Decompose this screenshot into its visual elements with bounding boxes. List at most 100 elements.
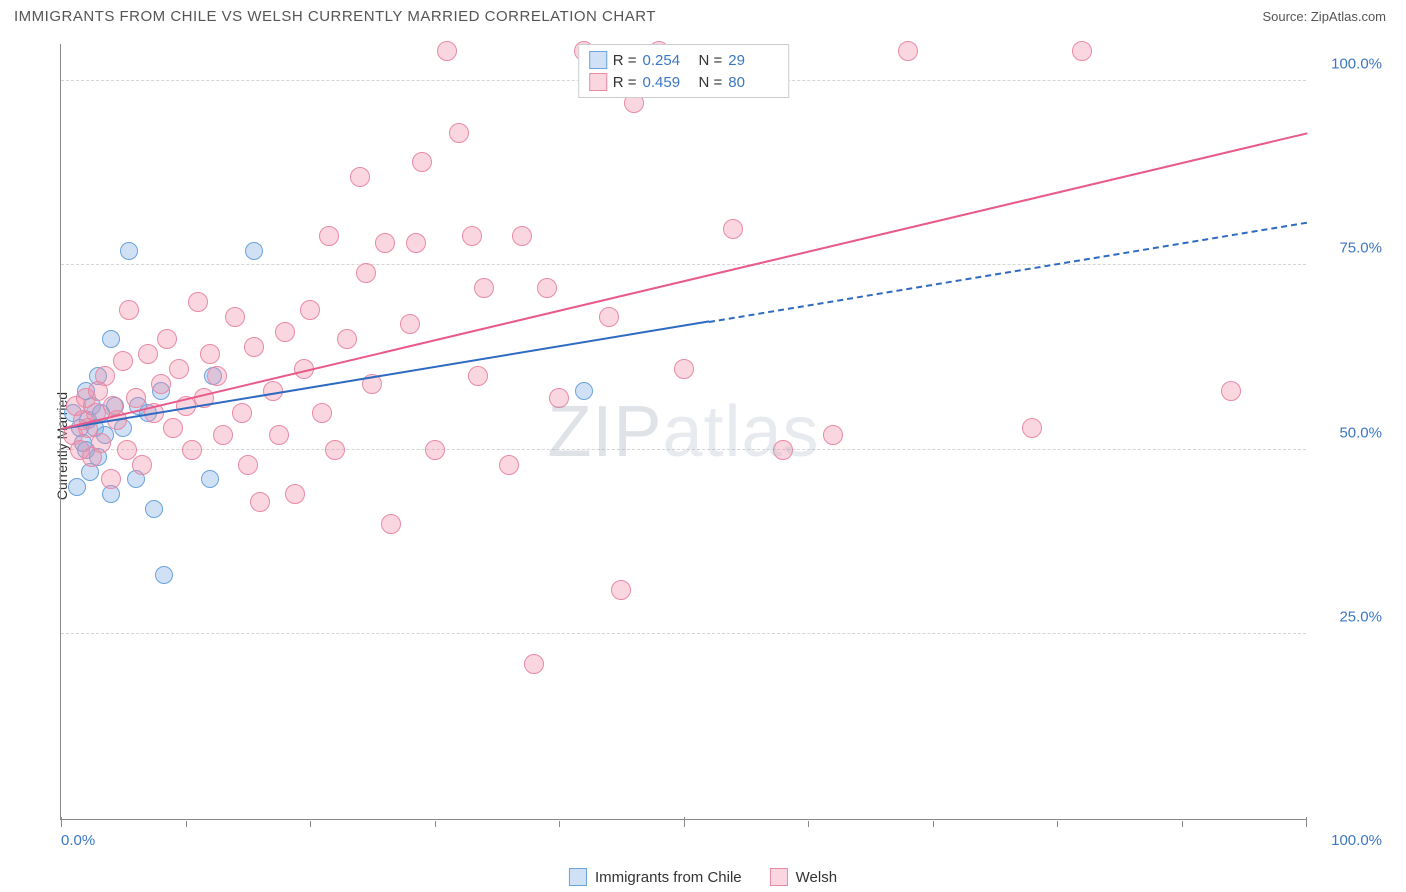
data-point-welsh xyxy=(285,484,305,504)
data-point-welsh xyxy=(113,351,133,371)
data-point-welsh xyxy=(337,329,357,349)
data-point-welsh xyxy=(182,440,202,460)
data-point-welsh xyxy=(225,307,245,327)
data-point-welsh xyxy=(269,425,289,445)
y-tick-label: 100.0% xyxy=(1314,55,1382,72)
x-tick xyxy=(435,821,436,827)
data-point-welsh xyxy=(474,278,494,298)
legend-stat-row-chile: R =0.254N =29 xyxy=(589,49,779,71)
plot-area: ZIPatlas R =0.254N =29R =0.459N =80 25.0… xyxy=(60,44,1306,820)
regression-line-chile xyxy=(709,221,1307,322)
data-point-welsh xyxy=(425,440,445,460)
data-point-welsh xyxy=(275,322,295,342)
data-point-welsh xyxy=(169,359,189,379)
data-point-chile xyxy=(245,242,263,260)
x-tick xyxy=(1306,817,1307,827)
data-point-welsh xyxy=(244,337,264,357)
y-tick-label: 25.0% xyxy=(1314,609,1382,626)
data-point-welsh xyxy=(599,307,619,327)
legend-stat-row-welsh: R =0.459N =80 xyxy=(589,71,779,93)
data-point-welsh xyxy=(1221,381,1241,401)
legend-swatch xyxy=(589,51,607,69)
x-tick xyxy=(684,817,685,827)
data-point-welsh xyxy=(213,425,233,445)
data-point-welsh xyxy=(611,580,631,600)
legend-n-label: N = xyxy=(699,74,723,91)
legend-r-label: R = xyxy=(613,74,637,91)
data-point-welsh xyxy=(375,233,395,253)
data-point-welsh xyxy=(300,300,320,320)
data-point-welsh xyxy=(773,440,793,460)
data-point-welsh xyxy=(898,41,918,61)
x-tick xyxy=(933,821,934,827)
data-point-welsh xyxy=(549,388,569,408)
data-point-welsh xyxy=(163,418,183,438)
watermark-light: atlas xyxy=(662,392,819,472)
gridline xyxy=(61,264,1306,265)
data-point-welsh xyxy=(524,654,544,674)
x-tick xyxy=(1182,821,1183,827)
data-point-welsh xyxy=(437,41,457,61)
data-point-welsh xyxy=(1072,41,1092,61)
data-point-welsh xyxy=(381,514,401,534)
y-tick-label: 75.0% xyxy=(1314,240,1382,257)
y-tick-label: 50.0% xyxy=(1314,424,1382,441)
data-point-welsh xyxy=(723,219,743,239)
data-point-welsh xyxy=(101,469,121,489)
data-point-welsh xyxy=(312,403,332,423)
data-point-chile xyxy=(155,566,173,584)
data-point-chile xyxy=(120,242,138,260)
x-tick xyxy=(1057,821,1058,827)
data-point-welsh xyxy=(126,388,146,408)
data-point-welsh xyxy=(91,433,111,453)
x-tick-label: 100.0% xyxy=(1331,832,1382,849)
x-tick xyxy=(186,821,187,827)
header: IMMIGRANTS FROM CHILE VS WELSH CURRENTLY… xyxy=(0,0,1406,29)
legend-swatch xyxy=(589,73,607,91)
data-point-welsh xyxy=(823,425,843,445)
data-point-welsh xyxy=(412,152,432,172)
legend-r-value: 0.459 xyxy=(643,74,693,91)
data-point-welsh xyxy=(400,314,420,334)
gridline xyxy=(61,449,1306,450)
chart-title: IMMIGRANTS FROM CHILE VS WELSH CURRENTLY… xyxy=(14,8,656,25)
data-point-welsh xyxy=(449,123,469,143)
data-point-welsh xyxy=(188,292,208,312)
data-point-welsh xyxy=(95,366,115,386)
data-point-welsh xyxy=(462,226,482,246)
data-point-welsh xyxy=(499,455,519,475)
legend-swatch xyxy=(770,868,788,886)
watermark: ZIPatlas xyxy=(547,391,819,473)
source-label: Source: ZipAtlas.com xyxy=(1262,9,1386,24)
data-point-welsh xyxy=(406,233,426,253)
data-point-welsh xyxy=(232,403,252,423)
data-point-welsh xyxy=(537,278,557,298)
x-tick xyxy=(310,821,311,827)
data-point-welsh xyxy=(238,455,258,475)
legend-stats: R =0.254N =29R =0.459N =80 xyxy=(578,44,790,98)
data-point-chile xyxy=(68,478,86,496)
data-point-chile xyxy=(102,330,120,348)
chart-container: Currently Married ZIPatlas R =0.254N =29… xyxy=(14,36,1392,856)
regression-line-welsh xyxy=(61,133,1307,431)
legend-item-welsh: Welsh xyxy=(770,868,837,886)
data-point-welsh xyxy=(350,167,370,187)
legend-label: Immigrants from Chile xyxy=(595,869,742,886)
data-point-welsh xyxy=(157,329,177,349)
legend-r-value: 0.254 xyxy=(643,52,693,69)
x-tick xyxy=(808,821,809,827)
data-point-welsh xyxy=(1022,418,1042,438)
data-point-welsh xyxy=(468,366,488,386)
legend-swatch xyxy=(569,868,587,886)
x-tick-label: 0.0% xyxy=(61,832,95,849)
data-point-chile xyxy=(145,500,163,518)
x-tick xyxy=(61,817,62,827)
data-point-welsh xyxy=(250,492,270,512)
data-point-welsh xyxy=(200,344,220,364)
gridline xyxy=(61,633,1306,634)
legend-r-label: R = xyxy=(613,52,637,69)
data-point-welsh xyxy=(132,455,152,475)
data-point-welsh xyxy=(512,226,532,246)
data-point-chile xyxy=(575,382,593,400)
legend-label: Welsh xyxy=(796,869,837,886)
